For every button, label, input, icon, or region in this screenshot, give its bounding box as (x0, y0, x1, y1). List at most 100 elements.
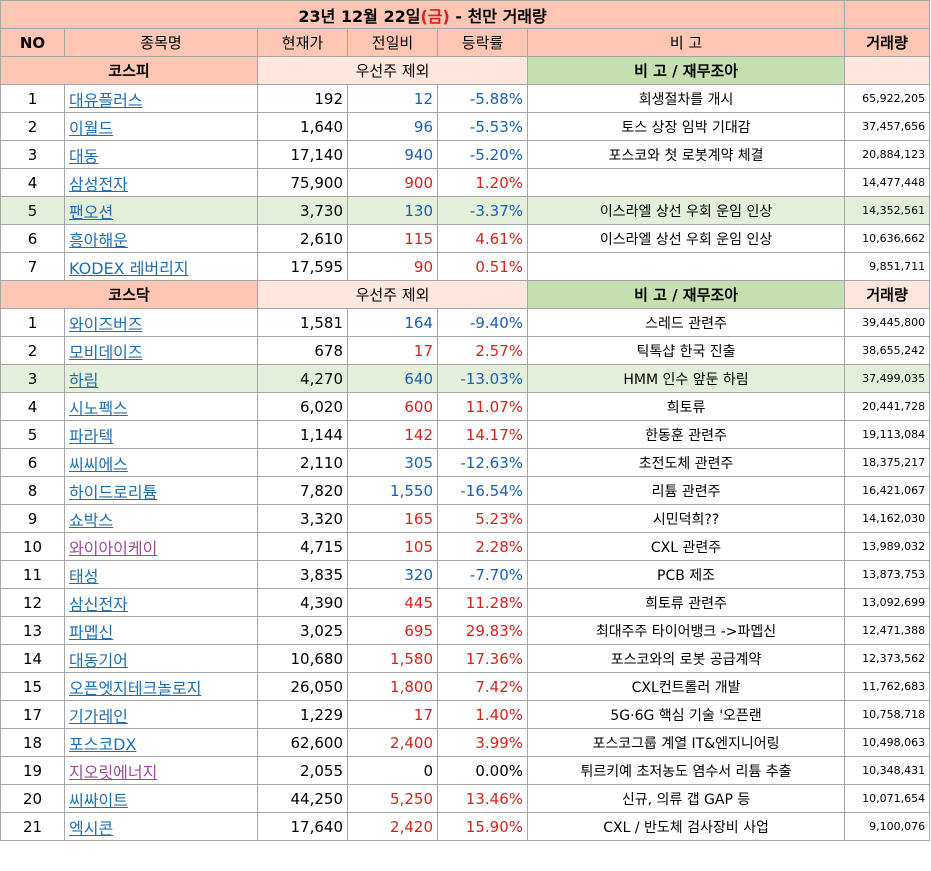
stock-name-link[interactable]: 모비데이즈 (69, 342, 143, 362)
memo-cell: 신규, 의류 갭 GAP 등 (526, 784, 846, 813)
title-subject: - 천만 거래량 (449, 6, 547, 26)
table-row: 7 KODEX 레버리지 17,595 90 0.51% 9,851,711 (0, 252, 931, 281)
rate-cell: 13.46% (437, 784, 528, 813)
volume-cell: 37,499,035 (844, 364, 931, 393)
volume-cell: 11,762,683 (844, 672, 931, 701)
volume-cell: 20,441,728 (844, 392, 931, 421)
table-row: 9 쇼박스 3,320 165 5.23% 시민덕희?? 14,162,030 (0, 504, 931, 533)
price-cell: 3,025 (257, 616, 348, 645)
row-no: 15 (0, 672, 65, 701)
volume-cell: 65,922,205 (844, 84, 931, 113)
memo-cell: 토스 상장 임박 기대감 (526, 112, 846, 141)
change-cell: 17 (347, 336, 438, 365)
row-no: 21 (0, 812, 65, 841)
stock-name-link[interactable]: 하림 (69, 370, 99, 390)
stock-name-cell: 파라텍 (64, 420, 258, 449)
volume-cell: 37,457,656 (844, 112, 931, 141)
memo-cell: 이스라엘 상선 우회 운임 인상 (526, 196, 846, 225)
row-no: 12 (0, 588, 65, 617)
stock-name-link[interactable]: 대동 (69, 146, 99, 166)
volume-cell: 38,655,242 (844, 336, 931, 365)
price-cell: 192 (257, 84, 348, 113)
stock-name-link[interactable]: 이월드 (69, 118, 114, 138)
kospi-memo-header: 비 고 / 재무조아 (526, 56, 846, 85)
price-cell: 4,390 (257, 588, 348, 617)
stock-name-cell: 쇼박스 (64, 504, 258, 533)
stock-name-link[interactable]: 씨씨에스 (69, 454, 128, 474)
volume-cell: 12,471,388 (844, 616, 931, 645)
stock-name-link[interactable]: 대유플러스 (69, 90, 143, 110)
change-cell: 940 (347, 140, 438, 169)
memo-cell: 초전도체 관련주 (526, 448, 846, 477)
memo-cell: 리튬 관련주 (526, 476, 846, 505)
change-cell: 105 (347, 532, 438, 561)
volume-cell: 14,162,030 (844, 504, 931, 533)
stock-name-link[interactable]: 지오릿에너지 (69, 762, 158, 782)
stock-name-link[interactable]: 기가레인 (69, 706, 128, 726)
rate-cell: -12.63% (437, 448, 528, 477)
stock-name-link[interactable]: 시노펙스 (69, 398, 128, 418)
stock-name-link[interactable]: 대동기어 (69, 650, 128, 670)
table-row: 6 흥아해운 2,610 115 4.61% 이스라엘 상선 우회 운임 인상 10,636… (0, 224, 931, 253)
row-no: 7 (0, 252, 65, 281)
change-cell: 115 (347, 224, 438, 253)
price-cell: 2,610 (257, 224, 348, 253)
stock-name-link[interactable]: 쇼박스 (69, 510, 114, 530)
change-cell: 320 (347, 560, 438, 589)
stock-name-link[interactable]: 와이아이케이 (69, 538, 158, 558)
change-cell: 2,400 (347, 728, 438, 757)
row-no: 10 (0, 532, 65, 561)
column-header-row: NO 종목명 현재가 전일비 등락률 비 고 거래량 (0, 28, 931, 57)
row-no: 14 (0, 644, 65, 673)
price-cell: 2,055 (257, 756, 348, 785)
header-volume: 거래량 (844, 28, 931, 57)
stock-name-cell: 파멥신 (64, 616, 258, 645)
change-cell: 96 (347, 112, 438, 141)
stock-name-link[interactable]: 삼신전자 (69, 594, 128, 614)
price-cell: 10,680 (257, 644, 348, 673)
volume-cell: 9,100,076 (844, 812, 931, 841)
stock-name-cell: 대유플러스 (64, 84, 258, 113)
table-row: 1 와이즈버즈 1,581 164 -9.40% 스레드 관련주 39,445,800 (0, 308, 931, 337)
stock-name-link[interactable]: 태성 (69, 566, 99, 586)
stock-name-link[interactable]: 씨싸이트 (69, 790, 128, 810)
stock-name-link[interactable]: 와이즈버즈 (69, 314, 143, 334)
row-no: 19 (0, 756, 65, 785)
stock-name-link[interactable]: 흥아해운 (69, 230, 128, 250)
row-no: 1 (0, 308, 65, 337)
volume-cell: 12,373,562 (844, 644, 931, 673)
table-row: 2 모비데이즈 678 17 2.57% 틱톡샵 한국 진출 38,655,242 (0, 336, 931, 365)
stock-name-cell: 오픈엣지테크놀로지 (64, 672, 258, 701)
rate-cell: -7.70% (437, 560, 528, 589)
rate-cell: -5.88% (437, 84, 528, 113)
row-no: 18 (0, 728, 65, 757)
stock-name-link[interactable]: 삼성전자 (69, 174, 128, 194)
stock-name-link[interactable]: 엑시콘 (69, 818, 114, 838)
stock-name-link[interactable]: 오픈엣지테크놀로지 (69, 678, 202, 698)
table-row: 15 오픈엣지테크놀로지 26,050 1,800 7.42% CXL컨트롤러 개발 11,… (0, 672, 931, 701)
rate-cell: 11.28% (437, 588, 528, 617)
stock-name-link[interactable]: 파멥신 (69, 622, 114, 642)
change-cell: 17 (347, 700, 438, 729)
change-cell: 1,550 (347, 476, 438, 505)
kospi-volume-blank (844, 56, 931, 85)
stock-name-link[interactable]: KODEX 레버리지 (69, 258, 189, 278)
table-row: 3 대동 17,140 940 -5.20% 포스코와 첫 로봇계약 체결 20,884,1… (0, 140, 931, 169)
stock-name-link[interactable]: 파라텍 (69, 426, 114, 446)
table-row: 6 씨씨에스 2,110 305 -12.63% 초전도체 관련주 18,375,217 (0, 448, 931, 477)
price-cell: 1,144 (257, 420, 348, 449)
stock-name-cell: 삼성전자 (64, 168, 258, 197)
price-cell: 6,020 (257, 392, 348, 421)
row-no: 4 (0, 168, 65, 197)
kosdaq-pref-note: 우선주 제외 (257, 280, 528, 309)
stock-name-link[interactable]: 팬오션 (69, 202, 114, 222)
table-row: 19 지오릿에너지 2,055 0 0.00% 튀르키예 초저농도 염수서 리튬 추출 10… (0, 756, 931, 785)
stock-name-cell: 대동 (64, 140, 258, 169)
volume-cell: 39,445,800 (844, 308, 931, 337)
stock-name-cell: 와이아이케이 (64, 532, 258, 561)
stock-name-link[interactable]: 하이드로리튬 (69, 482, 158, 502)
stock-name-cell: 포스코DX (64, 728, 258, 757)
stock-name-cell: 씨씨에스 (64, 448, 258, 477)
change-cell: 640 (347, 364, 438, 393)
stock-name-link[interactable]: 포스코DX (69, 734, 137, 754)
